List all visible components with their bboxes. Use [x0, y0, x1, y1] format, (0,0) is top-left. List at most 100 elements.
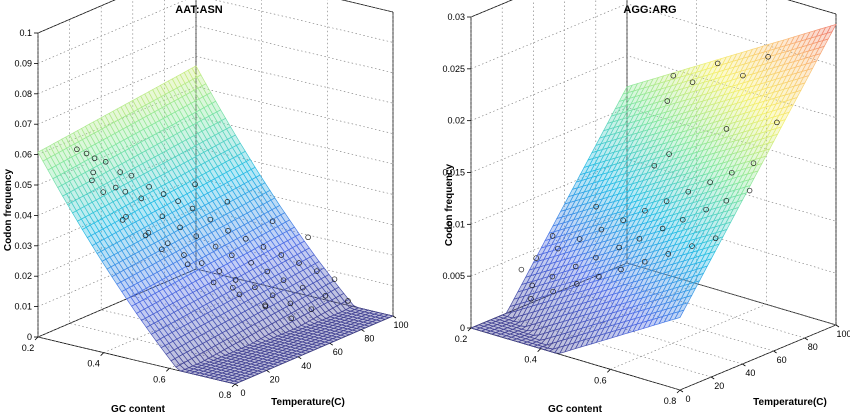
y-gridline [533, 0, 743, 365]
x-tick-label: 0.4 [87, 359, 100, 369]
data-point [618, 266, 624, 273]
z-gridline [37, 0, 394, 64]
data-point [264, 268, 271, 275]
data-point [598, 226, 605, 233]
y-gridline [164, 0, 362, 330]
data-point [212, 243, 219, 250]
data-point [574, 281, 580, 287]
z-axis-label: Codon frequency [444, 163, 455, 246]
y-tick-label: 60 [333, 347, 343, 357]
data-point [159, 213, 166, 220]
z-tick-label: 0.09 [14, 58, 32, 68]
data-point [278, 252, 285, 258]
y-gridline [37, 33, 236, 385]
data-point [74, 146, 80, 153]
y-axis-label: Temperature(C) [271, 397, 345, 408]
x-tick-label: 0.4 [524, 355, 537, 365]
data-point [572, 263, 579, 270]
data-point [685, 188, 692, 195]
y-tick-label: 0 [240, 388, 245, 398]
data-point [723, 126, 730, 132]
data-point [225, 228, 231, 234]
x-tick-label: 0.6 [594, 375, 607, 385]
data-point [750, 160, 757, 166]
z-tick-label: 0.06 [14, 150, 32, 160]
plot-agg-arg: AGG:ARG Codon frequency GC content Tempe… [442, 0, 850, 415]
data-point [689, 79, 696, 85]
data-point [666, 151, 672, 157]
data-point [232, 277, 239, 283]
data-point [193, 233, 200, 239]
data-point [229, 252, 235, 259]
z-tick-label: 0.07 [14, 119, 32, 129]
data-point [596, 273, 602, 280]
z-tick-label: 0.04 [14, 210, 32, 220]
x-tick-label: 0.2 [455, 334, 468, 344]
data-point [331, 276, 338, 282]
data-point [91, 155, 98, 162]
y-tick [266, 370, 270, 373]
data-point [528, 296, 534, 302]
surface-cell [826, 23, 837, 34]
data-point [712, 235, 719, 242]
z-tick-label: 0.03 [14, 241, 32, 251]
data-point [207, 216, 214, 223]
data-point [181, 252, 187, 258]
data-point [138, 195, 145, 202]
fitted-surface [469, 23, 837, 354]
z-tick-label: 0.025 [442, 64, 465, 74]
x-tick-label: 0.2 [22, 343, 35, 353]
chart-title: AGG:ARG [623, 4, 676, 16]
data-point [236, 291, 243, 298]
z-axis-label: Codon frequency [3, 168, 14, 251]
data-point [90, 169, 96, 176]
x-tick [607, 369, 611, 373]
data-point [518, 266, 525, 273]
x-axis-label: GC content [548, 404, 603, 415]
data-point [146, 183, 152, 190]
data-point [224, 199, 231, 205]
data-point [175, 198, 181, 204]
data-point [593, 203, 599, 210]
data-point [119, 217, 126, 223]
z-tick-label: 0.05 [14, 180, 32, 190]
data-point [122, 188, 129, 195]
data-point [549, 233, 556, 239]
data-point [269, 292, 276, 299]
z-gridline [37, 0, 394, 34]
x-gridline [169, 0, 328, 369]
x-tick [100, 352, 104, 356]
data-point [322, 293, 329, 299]
data-point [83, 150, 90, 157]
y-tick-label: 100 [393, 320, 408, 330]
y-tick [804, 337, 809, 341]
x-tick [231, 383, 236, 388]
data-point [664, 98, 671, 104]
data-point [128, 172, 135, 179]
x-tick [166, 368, 170, 372]
data-point [663, 198, 670, 204]
data-point [707, 179, 713, 185]
y-tick [773, 350, 777, 354]
x-gridline [540, 0, 698, 349]
data-point [765, 54, 771, 60]
y-gridline [501, 4, 712, 378]
data-point [576, 236, 583, 242]
data-point [714, 60, 721, 67]
z-tick-label: 0.005 [442, 271, 465, 281]
data-point [549, 273, 556, 280]
x-tick [537, 348, 541, 352]
y-tick [742, 363, 746, 367]
y-tick [392, 315, 397, 319]
z-tick-label: 0.015 [442, 168, 465, 178]
y-tick-label: 80 [808, 342, 818, 352]
data-point [164, 240, 171, 246]
data-point [529, 282, 535, 289]
data-point [142, 232, 149, 239]
data-point [774, 119, 780, 126]
data-point [533, 255, 539, 261]
y-gridline [595, 0, 805, 339]
data-point [620, 217, 626, 223]
data-point [665, 251, 672, 257]
z-tick-label: 0 [27, 332, 32, 342]
